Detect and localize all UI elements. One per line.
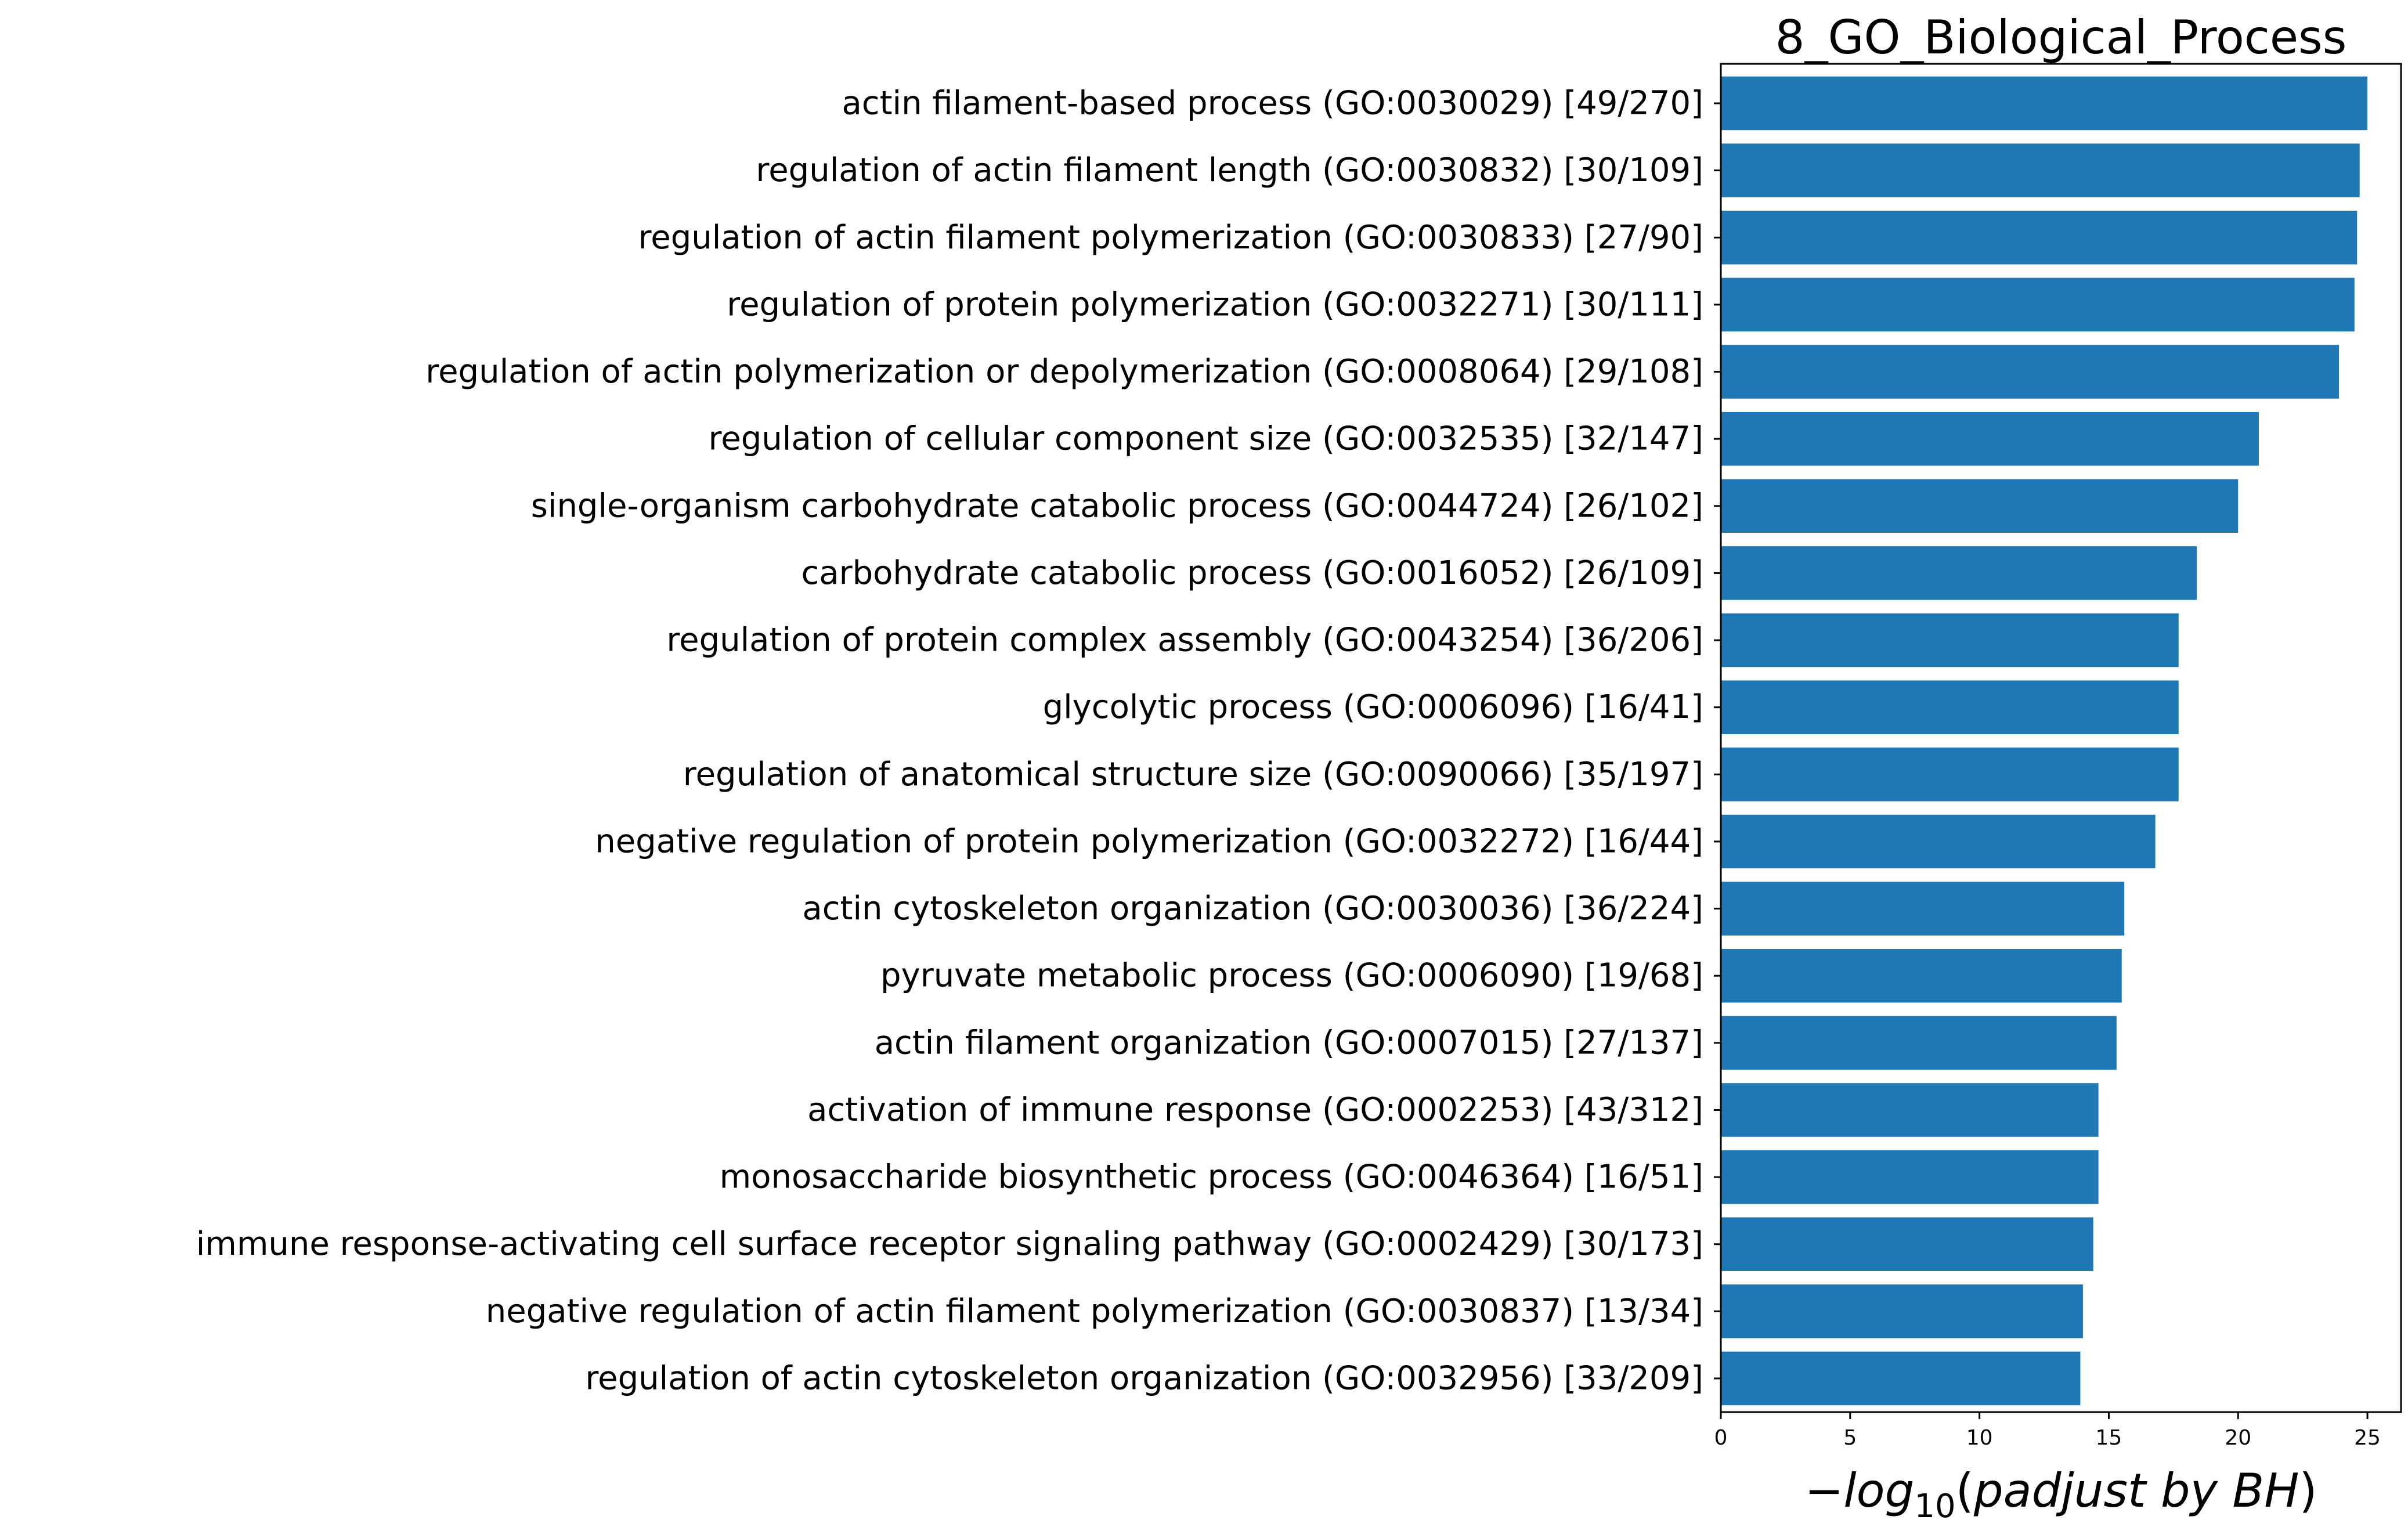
bar [1721,479,2239,533]
category-label: glycolytic process (GO:0006096) [16/41] [1043,688,1703,726]
category-label: monosaccharide biosynthetic process (GO:… [720,1158,1703,1196]
x-axis-ticks: 0 5 10 15 20 25 [1714,1412,2381,1450]
bar [1721,1217,2093,1271]
x-tick-label: 25 [2354,1426,2381,1450]
category-label: activation of immune response (GO:000225… [807,1091,1703,1129]
category-label: regulation of protein polymerization (GO… [727,286,1703,323]
bar [1721,1083,2099,1137]
bar [1721,1284,2083,1338]
category-label: regulation of actin filament polymerizat… [638,219,1703,257]
category-label: negative regulation of protein polymeriz… [595,822,1703,860]
x-tick-label: 20 [2225,1426,2251,1450]
chart-title: 8_GO_Biological_Process [1775,10,2347,64]
category-label: actin cytoskeleton organization (GO:0030… [802,890,1703,927]
bar [1721,211,2358,265]
x-axis-label-text: padjust by BH [1973,1464,2299,1518]
category-label: regulation of cellular component size (G… [708,420,1703,458]
x-tick-label: 0 [1714,1426,1728,1450]
category-label: negative regulation of actin filament po… [486,1293,1703,1330]
bar [1721,882,2125,936]
category-label: regulation of protein complex assembly (… [666,622,1703,659]
category-label: pyruvate metabolic process (GO:0006090) … [880,957,1703,995]
category-labels: actin filament-based process (GO:0030029… [196,85,1721,1398]
bar [1721,613,2179,667]
x-axis-label-log: log [1843,1464,1914,1518]
category-label: actin filament-based process (GO:0030029… [842,85,1703,122]
bar [1721,814,2156,869]
category-label: regulation of actin polymerization or de… [425,353,1703,391]
bar [1721,546,2197,600]
category-label: actin filament organization (GO:0007015)… [875,1024,1703,1062]
x-axis-label-open-paren: ( [1956,1464,1974,1518]
bar [1721,948,2122,1003]
bar [1721,1150,2099,1204]
x-axis-label-minus: − [1804,1464,1843,1518]
x-tick-label: 5 [1843,1426,1857,1450]
bar [1721,143,2360,197]
category-label: single-organism carbohydrate catabolic p… [531,487,1703,525]
category-label: carbohydrate catabolic process (GO:00160… [801,554,1703,592]
bar [1721,680,2179,734]
axes-frame [1720,63,2402,1413]
bar [1721,1351,2081,1406]
bar [1721,345,2340,399]
category-label: regulation of anatomical structure size … [683,756,1703,793]
bar [1721,1016,2117,1070]
x-tick-label: 15 [2096,1426,2122,1450]
bar [1721,411,2259,466]
bar [1721,277,2355,332]
x-axis-label-close-paren: ) [2299,1464,2317,1518]
bar-series [1721,76,2368,1406]
category-label: regulation of actin cytoskeleton organiz… [585,1360,1703,1398]
x-axis-label-base: 10 [1914,1488,1955,1525]
category-label: immune response-activating cell surface … [196,1225,1703,1263]
x-tick-label: 10 [1966,1426,1993,1450]
category-label: regulation of actin filament length (GO:… [756,151,1703,189]
x-axis-label: −log10(padjust by BH) [1804,1464,2317,1525]
bar [1721,76,2368,131]
bar [1721,748,2179,802]
